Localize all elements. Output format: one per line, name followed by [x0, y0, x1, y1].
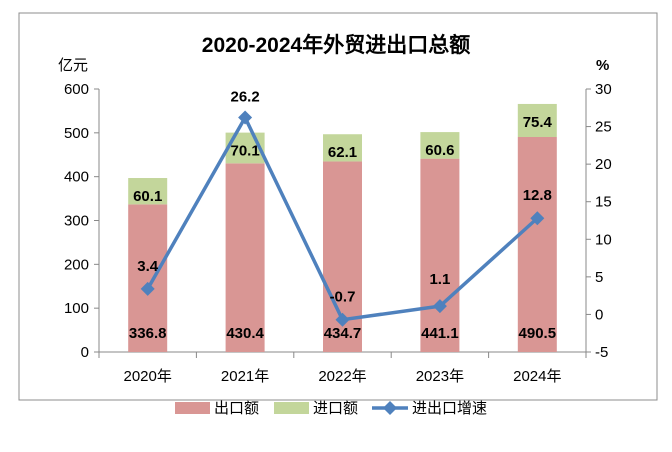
- right-tick-label: -5: [595, 344, 608, 361]
- legend-label-import: 进口额: [313, 400, 358, 417]
- growth-marker: [432, 299, 447, 314]
- bar-export: [420, 158, 460, 352]
- legend-swatch-import: [274, 402, 309, 414]
- right-tick-label: 20: [595, 156, 612, 173]
- growth-data-label: 1.1: [429, 271, 450, 288]
- export-data-label: 441.1: [421, 325, 459, 342]
- right-tick-label: 5: [595, 269, 603, 286]
- export-data-label: 336.8: [129, 325, 167, 342]
- growth-marker: [140, 281, 155, 296]
- right-tick-label: 15: [595, 194, 612, 211]
- import-data-label: 62.1: [328, 144, 357, 161]
- legend-marker-growth: [383, 401, 397, 415]
- bar-import: [323, 134, 362, 162]
- left-axis-unit: 亿元: [58, 57, 88, 74]
- bar-export: [517, 136, 557, 352]
- legend-label-growth: 进出口增速: [412, 400, 487, 417]
- left-tick-label: 400: [64, 169, 89, 186]
- bar-import: [420, 132, 460, 159]
- chart-title: 2020-2024年外贸进出口总额: [202, 33, 470, 57]
- legend-swatch-export: [175, 402, 210, 414]
- growth-marker: [238, 110, 253, 125]
- right-tick-label: 30: [595, 81, 612, 98]
- x-tick-label: 2020年: [124, 368, 172, 385]
- export-data-label: 430.4: [226, 325, 264, 342]
- import-data-label: 75.4: [523, 114, 553, 131]
- x-tick-label: 2022年: [318, 368, 366, 385]
- right-tick-label: 0: [595, 306, 603, 323]
- bar-import: [128, 178, 168, 205]
- left-tick-label: 500: [64, 125, 89, 142]
- export-data-label: 490.5: [519, 325, 557, 342]
- x-tick-label: 2021年: [221, 368, 269, 385]
- import-data-label: 70.1: [230, 143, 259, 160]
- growth-marker: [335, 312, 350, 327]
- right-axis-unit: %: [596, 57, 609, 74]
- growth-marker: [530, 211, 545, 226]
- import-data-label: 60.6: [425, 142, 454, 159]
- growth-data-label: 26.2: [230, 89, 259, 106]
- left-tick-label: 600: [64, 81, 89, 98]
- growth-data-label: 3.4: [137, 258, 159, 275]
- growth-data-label: -0.7: [330, 289, 356, 306]
- growth-data-label: 12.8: [523, 187, 552, 204]
- left-tick-label: 300: [64, 213, 89, 230]
- bar-export: [128, 204, 168, 352]
- left-tick-label: 100: [64, 300, 89, 317]
- bar-import: [517, 103, 557, 137]
- import-data-label: 60.1: [133, 188, 162, 205]
- export-data-label: 434.7: [324, 325, 362, 342]
- right-tick-label: 10: [595, 231, 612, 248]
- left-tick-label: 200: [64, 256, 89, 273]
- x-tick-label: 2024年: [513, 368, 561, 385]
- right-tick-label: 25: [595, 119, 612, 136]
- bar-export: [225, 163, 265, 352]
- x-tick-label: 2023年: [416, 368, 464, 385]
- left-tick-label: 0: [81, 344, 89, 361]
- legend-label-export: 出口额: [214, 400, 259, 417]
